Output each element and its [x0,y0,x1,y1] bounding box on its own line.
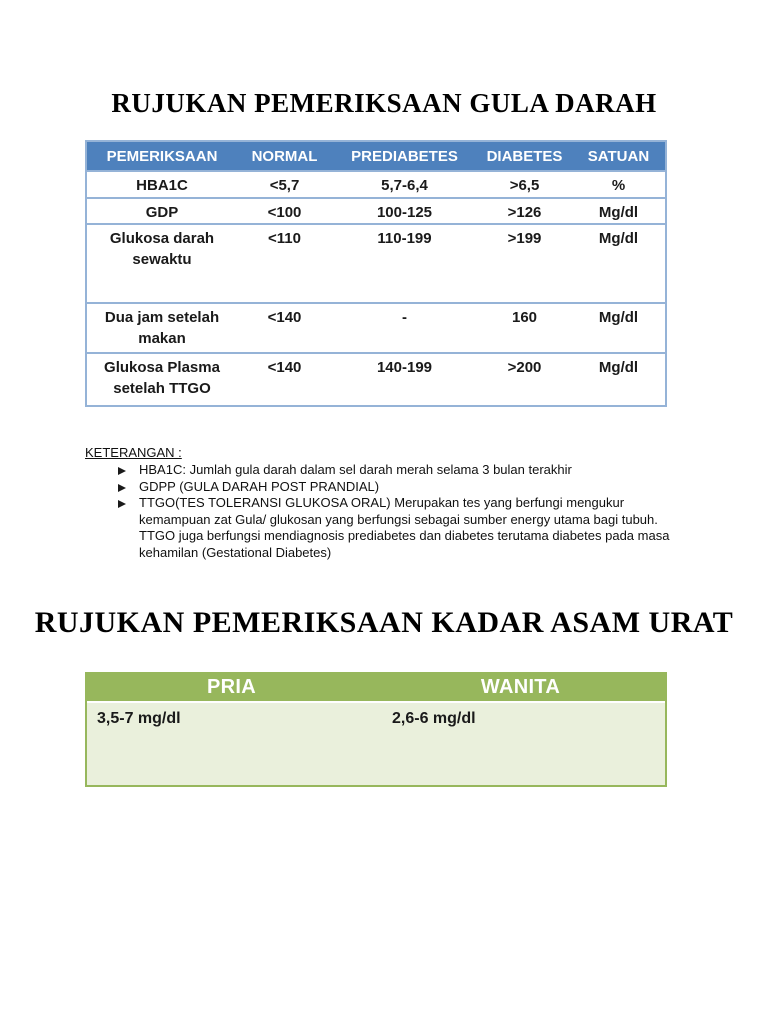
table-cell: Dua jam setelah makan [104,309,220,347]
table-cell: <110 [268,230,301,247]
table-row: HBA1C <5,7 5,7-6,4 >6,5 % [87,170,665,197]
gula-darah-table: PEMERIKSAAN NORMAL PREDIABETES DIABETES … [85,140,667,407]
table-header-row: PRIA WANITA [87,674,665,703]
table-cell: Mg/dl [598,230,639,247]
table-row: Glukosa Plasma setelah TTGO <140 140-199… [87,352,665,405]
table-cell: Mg/dl [598,204,639,221]
table-cell: Glukosa Plasma setelah TTGO [104,359,220,397]
table-cell: Glukosa darah sewaktu [109,230,215,268]
table-cell: <5,7 [269,177,300,194]
table-cell: >199 [507,230,542,247]
table-cell: >126 [507,204,542,221]
keterangan-item: GDPP (GULA DARAH POST PRANDIAL) [115,479,675,496]
table-row: Glukosa darah sewaktu <110 110-199 >199 … [87,223,665,302]
asam-urat-table: PRIA WANITA 3,5-7 mg/dl 2,6-6 mg/dl [85,672,667,787]
table-cell: Mg/dl [598,359,639,376]
table-cell: <140 [267,309,302,326]
keterangan-heading: KETERANGAN : [85,445,182,460]
table-cell: <100 [267,204,302,221]
gula-darah-title: RUJUKAN PEMERIKSAAN GULA DARAH [111,88,657,118]
arrowhead-bullet-icon [115,479,139,496]
header-cell-prediabetes: PREDIABETES [351,148,458,165]
table-row: Dua jam setelah makan <140 - 160 Mg/dl [87,302,665,352]
table-cell: % [611,177,626,194]
table-cell: Mg/dl [598,309,639,326]
keterangan-item: HBA1C: Jumlah gula darah dalam sel darah… [115,462,675,479]
header-cell-satuan: SATUAN [587,148,650,165]
header-cell-pria: PRIA [207,676,256,698]
table-cell: <140 [267,359,302,376]
table-cell: GDP [145,204,179,221]
asam-urat-title: RUJUKAN PEMERIKSAAN KADAR ASAM URAT [34,606,734,639]
table-header-row: PEMERIKSAAN NORMAL PREDIABETES DIABETES … [87,142,665,170]
table-cell: >200 [507,359,542,376]
table-row: GDP <100 100-125 >126 Mg/dl [87,197,665,223]
arrowhead-bullet-icon [115,462,139,479]
keterangan-section: KETERANGAN : HBA1C: Jumlah gula darah da… [85,444,675,561]
header-cell-normal: NORMAL [251,148,318,165]
table-cell: >6,5 [509,177,540,194]
table-cell: HBA1C [136,177,188,194]
table-cell: - [402,309,407,326]
table-cell: 160 [511,309,538,326]
header-cell-pemeriksaan: PEMERIKSAAN [106,148,218,165]
table-cell: 140-199 [376,359,433,376]
header-cell-wanita: WANITA [480,676,561,698]
keterangan-item-text: GDPP (GULA DARAH POST PRANDIAL) [139,478,380,494]
keterangan-item: TTGO(TES TOLERANSI GLUKOSA ORAL) Merupak… [115,495,675,561]
table-cell: 100-125 [376,204,433,221]
keterangan-item-text: TTGO(TES TOLERANSI GLUKOSA ORAL) Merupak… [139,495,670,560]
header-cell-diabetes: DIABETES [486,148,563,165]
table-cell: 5,7-6,4 [381,177,428,194]
wanita-value: 2,6-6 mg/dl [392,710,476,727]
pria-value: 3,5-7 mg/dl [97,710,181,727]
keterangan-item-text: HBA1C: Jumlah gula darah dalam sel darah… [139,462,572,477]
arrowhead-bullet-icon [115,495,139,561]
table-cell: 110-199 [377,230,432,247]
table-row: 3,5-7 mg/dl 2,6-6 mg/dl [87,703,665,785]
